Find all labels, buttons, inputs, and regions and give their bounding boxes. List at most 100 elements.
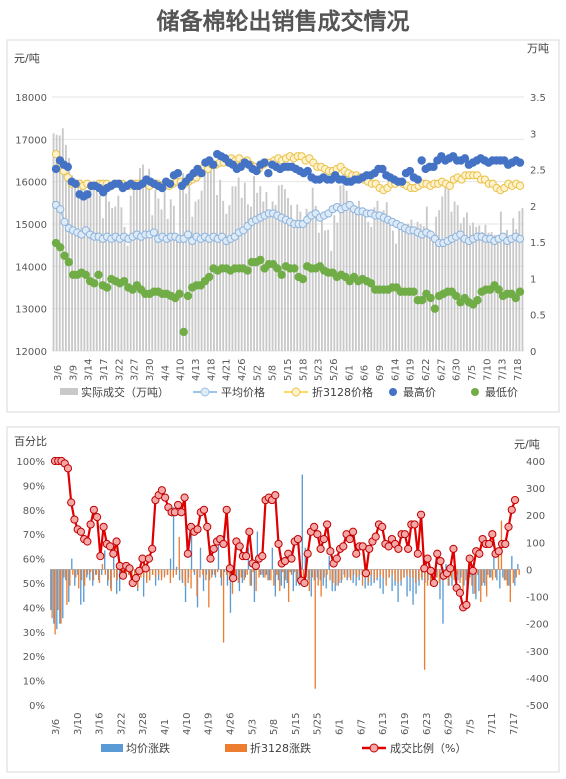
volume-bar	[213, 163, 215, 351]
volume-bar	[339, 185, 342, 351]
price-dot	[209, 160, 218, 169]
volume-bar	[64, 144, 67, 351]
change-bar	[277, 569, 280, 581]
change-bar	[223, 569, 226, 573]
change-bar	[326, 569, 328, 575]
change-bar	[169, 569, 172, 583]
y-left-tick-label: 40%	[23, 603, 45, 614]
ratio-point	[416, 510, 426, 519]
ratio-point	[274, 539, 283, 549]
volume-bar	[441, 196, 444, 351]
change-bar	[261, 569, 263, 575]
change-bar	[307, 569, 309, 581]
change-bar	[445, 564, 447, 570]
change-bar	[350, 569, 352, 581]
x-tick-label: 7/17	[509, 713, 520, 735]
price-dot	[260, 158, 269, 167]
x-tick-label: 6/30	[452, 359, 463, 381]
bottom-change-bars	[50, 474, 520, 689]
change-bar	[119, 569, 121, 592]
change-bar	[104, 550, 106, 570]
y-right-tick-label: 200	[526, 511, 545, 522]
volume-bar	[206, 168, 209, 351]
change-bar	[66, 569, 68, 605]
legend-label-3128: 折3128价格	[312, 385, 373, 399]
volume-bar	[92, 180, 95, 351]
x-tick-label: 4/4	[160, 365, 171, 381]
change-bar	[331, 569, 333, 592]
change-bar	[456, 569, 458, 575]
volume-bar	[425, 206, 428, 351]
volume-bar	[132, 183, 135, 351]
volume-bar	[499, 211, 502, 351]
ratio-point	[118, 571, 128, 580]
volume-bar	[274, 205, 277, 351]
change-bar	[208, 569, 211, 581]
ratio-point	[436, 556, 445, 566]
change-bar	[319, 569, 321, 581]
legend-label-high: 最高价	[403, 385, 436, 399]
price-dot	[175, 289, 184, 299]
ratio-point	[105, 542, 115, 551]
ratio-point	[271, 491, 280, 500]
change-bar	[81, 569, 83, 581]
volume-bar	[86, 190, 89, 351]
change-bar	[214, 569, 216, 575]
legend-label-low: 最低价	[485, 386, 518, 399]
y-right-tick-label: -200	[526, 620, 549, 631]
ratio-point	[410, 520, 419, 529]
change-bar	[101, 564, 104, 570]
y-right-tick-label: 1	[530, 274, 536, 285]
volume-bar	[308, 213, 311, 351]
bottom-left-unit: 百分比	[14, 435, 47, 448]
volume-bar	[435, 216, 438, 351]
price-dot	[298, 274, 308, 284]
change-bar	[92, 569, 94, 586]
price-dot	[277, 270, 286, 279]
y-right-tick-label: 2.5	[530, 166, 546, 177]
y-right-tick-label: 3	[530, 129, 536, 140]
change-bar	[208, 569, 210, 608]
legend-marker-high	[389, 388, 397, 396]
volume-bar	[416, 221, 419, 351]
top-left-unit: 元/吨	[14, 52, 40, 65]
volume-bar	[395, 243, 397, 351]
price-dot	[90, 279, 99, 288]
ratio-point	[449, 544, 458, 553]
ratio-point	[501, 539, 510, 549]
change-bar	[143, 569, 145, 578]
change-bar	[256, 531, 259, 570]
change-bar	[484, 569, 486, 586]
ratio-point	[332, 554, 341, 563]
volume-bar	[314, 205, 317, 351]
price-dot	[197, 169, 206, 178]
change-bar	[397, 569, 399, 583]
ratio-point	[161, 493, 170, 502]
ratio-point	[125, 564, 134, 573]
volume-bar	[518, 210, 521, 351]
change-bar	[478, 569, 480, 592]
x-tick-label: 3/14	[84, 359, 95, 381]
change-bar	[80, 569, 82, 605]
change-bar	[258, 569, 260, 578]
change-bar	[474, 569, 476, 594]
change-bar	[420, 569, 423, 578]
volume-bar	[462, 217, 465, 351]
y-right-tick-label: -300	[526, 647, 549, 658]
volume-bar	[327, 229, 330, 351]
change-bar	[267, 569, 269, 581]
price-dot	[94, 270, 103, 279]
x-tick-label: 5/8	[268, 365, 279, 381]
ratio-point	[323, 520, 332, 529]
change-bar	[497, 553, 500, 570]
top-right-axis-ticks: 3.5 3 2.5 2 1.5 1 0.5 0	[530, 93, 546, 358]
ratio-point	[131, 574, 141, 583]
ratio-point	[484, 539, 494, 549]
legend-label-3128-change: 折3128涨跌	[250, 741, 311, 755]
ratio-point	[316, 544, 325, 553]
x-tick-label: 6/22	[421, 359, 432, 381]
change-bar	[68, 569, 70, 602]
ratio-point	[400, 530, 409, 539]
price-dot	[173, 169, 183, 178]
